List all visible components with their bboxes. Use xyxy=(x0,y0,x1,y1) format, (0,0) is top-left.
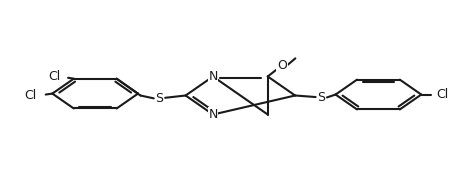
Text: S: S xyxy=(317,91,325,104)
Text: Cl: Cl xyxy=(24,89,36,102)
Text: S: S xyxy=(156,92,163,105)
Text: Cl: Cl xyxy=(436,88,449,101)
Text: O: O xyxy=(277,59,287,72)
Text: N: N xyxy=(208,108,218,121)
Text: N: N xyxy=(208,70,218,83)
Text: Cl: Cl xyxy=(48,70,60,83)
